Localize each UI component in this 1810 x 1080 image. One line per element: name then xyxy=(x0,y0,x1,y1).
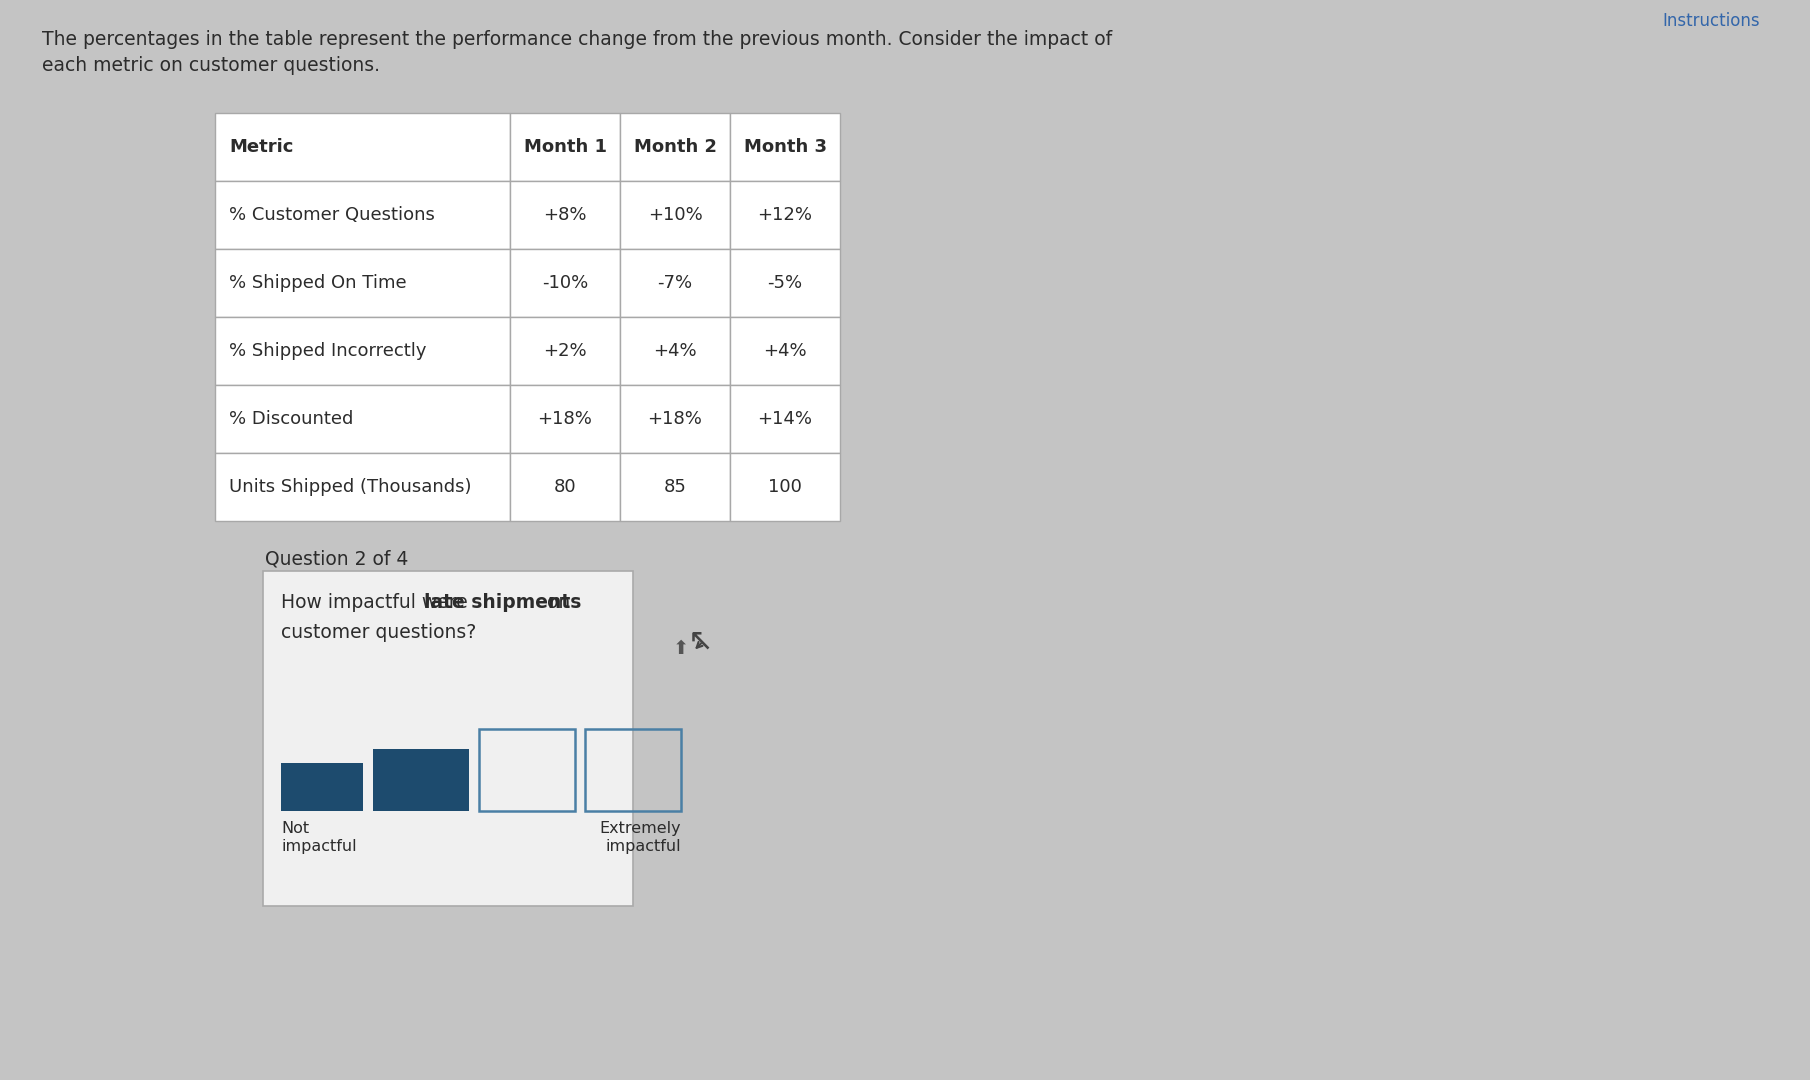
Text: Extremely
impactful: Extremely impactful xyxy=(599,822,681,854)
Bar xyxy=(729,181,840,249)
Bar xyxy=(621,181,729,249)
Bar xyxy=(510,318,621,386)
Text: -7%: -7% xyxy=(657,274,693,293)
Bar xyxy=(729,318,840,386)
Text: Month 3: Month 3 xyxy=(744,138,827,157)
Bar xyxy=(585,729,681,811)
Text: -10%: -10% xyxy=(541,274,588,293)
Text: 85: 85 xyxy=(664,478,686,497)
Text: +10%: +10% xyxy=(648,206,702,225)
Text: Question 2 of 4: Question 2 of 4 xyxy=(264,550,409,568)
Bar xyxy=(215,454,510,522)
Bar xyxy=(621,386,729,454)
Bar xyxy=(729,386,840,454)
Text: ↖: ↖ xyxy=(688,626,713,656)
Text: each metric on customer questions.: each metric on customer questions. xyxy=(42,56,380,76)
Text: 100: 100 xyxy=(767,478,802,497)
Text: Month 2: Month 2 xyxy=(634,138,717,157)
Text: ⬆: ⬆ xyxy=(673,639,690,659)
Bar xyxy=(215,181,510,249)
Text: customer questions?: customer questions? xyxy=(281,623,476,643)
Bar xyxy=(510,181,621,249)
Text: +2%: +2% xyxy=(543,342,586,361)
Text: -5%: -5% xyxy=(767,274,802,293)
Text: Not
impactful: Not impactful xyxy=(281,822,357,854)
Bar xyxy=(621,113,729,181)
Text: 80: 80 xyxy=(554,478,576,497)
Text: +12%: +12% xyxy=(758,206,813,225)
Text: Metric: Metric xyxy=(230,138,293,157)
Text: Instructions: Instructions xyxy=(1662,12,1759,30)
Text: +4%: +4% xyxy=(764,342,807,361)
Bar xyxy=(281,764,364,811)
Bar xyxy=(729,113,840,181)
Bar xyxy=(729,249,840,318)
Bar xyxy=(510,113,621,181)
Bar xyxy=(510,249,621,318)
Bar xyxy=(621,318,729,386)
Bar xyxy=(510,386,621,454)
Bar xyxy=(510,454,621,522)
Bar xyxy=(373,750,469,811)
Text: Month 1: Month 1 xyxy=(523,138,606,157)
Text: The percentages in the table represent the performance change from the previous : The percentages in the table represent t… xyxy=(42,30,1111,50)
Text: late shipments: late shipments xyxy=(425,593,581,612)
Bar xyxy=(262,571,634,906)
Text: +18%: +18% xyxy=(648,410,702,429)
Bar xyxy=(729,454,840,522)
Bar xyxy=(621,249,729,318)
Bar xyxy=(215,318,510,386)
Text: % Shipped Incorrectly: % Shipped Incorrectly xyxy=(230,342,427,361)
Bar xyxy=(215,249,510,318)
Text: Units Shipped (Thousands): Units Shipped (Thousands) xyxy=(230,478,471,497)
Bar xyxy=(621,454,729,522)
Text: +4%: +4% xyxy=(653,342,697,361)
Bar xyxy=(480,729,576,811)
Text: % Shipped On Time: % Shipped On Time xyxy=(230,274,407,293)
Bar xyxy=(215,113,510,181)
Text: +18%: +18% xyxy=(538,410,592,429)
Text: +8%: +8% xyxy=(543,206,586,225)
Text: How impactful were: How impactful were xyxy=(281,593,474,612)
Text: % Discounted: % Discounted xyxy=(230,410,353,429)
Text: % Customer Questions: % Customer Questions xyxy=(230,206,434,225)
Bar xyxy=(215,386,510,454)
Text: on: on xyxy=(541,593,570,612)
Text: +14%: +14% xyxy=(758,410,813,429)
